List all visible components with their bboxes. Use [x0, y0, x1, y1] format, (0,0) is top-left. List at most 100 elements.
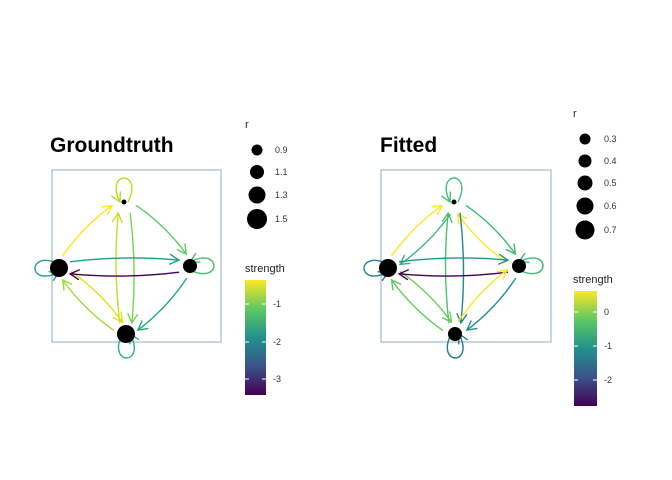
edge-arrowhead	[112, 311, 124, 324]
edge-arrowhead	[136, 320, 149, 331]
panel-groundtruth: Groundtruth r 0.9 1.1 1.3 1.5 strength -…	[34, 119, 288, 395]
node-right	[183, 259, 197, 273]
colorbar	[574, 291, 597, 406]
edge-arrowhead	[441, 211, 453, 223]
self-loop-edge	[518, 257, 544, 275]
size-legend-label: 0.7	[604, 225, 617, 235]
size-legend-title: r	[573, 108, 577, 120]
edge-left-to-right	[69, 257, 179, 263]
edge-arrowhead	[61, 278, 73, 291]
edge-arrowhead	[496, 269, 509, 280]
edge-bottom-to-top	[115, 213, 121, 324]
size-legend-label: 0.4	[604, 156, 617, 166]
edge-bottom-to-left	[62, 279, 115, 332]
node-right	[512, 259, 526, 273]
edge-right-to-bottom	[137, 277, 188, 331]
panel-fitted: Fitted r 0.3 0.4 0.5 0.6 0.7 strength 0	[363, 108, 617, 406]
size-legend-title: r	[245, 119, 249, 131]
size-legend-label: 1.3	[275, 190, 288, 200]
colorbar-label: -2	[273, 337, 281, 347]
node-top	[451, 199, 457, 205]
edge-top-to-right	[135, 204, 187, 255]
size-legend-key	[251, 144, 263, 156]
edge-top-to-right	[465, 204, 516, 255]
edge-bottom-to-left	[391, 279, 444, 332]
size-legend-key	[576, 197, 594, 215]
edge-arrowhead	[456, 212, 468, 225]
self-loop-edge	[34, 259, 60, 277]
size-legend-label: 0.9	[275, 145, 288, 155]
edge-arrowhead	[111, 211, 123, 223]
edge-right-to-left	[399, 271, 509, 277]
node-layer	[50, 199, 197, 343]
colorbar-label: -1	[604, 341, 612, 351]
color-legend-title: strength	[245, 263, 285, 275]
panel-title: Groundtruth	[50, 134, 174, 157]
size-legend-key	[247, 209, 267, 229]
color-legend: strength 0 -1 -2	[573, 274, 613, 406]
colorbar-label: -1	[273, 299, 281, 309]
node-left	[379, 259, 397, 277]
edge-right-to-top	[457, 213, 508, 264]
edge-arrowhead	[169, 253, 181, 265]
size-legend-label: 1.1	[275, 167, 288, 177]
size-legend-key	[579, 133, 591, 145]
edge-right-to-left	[70, 271, 180, 277]
self-loop-edge	[363, 259, 389, 277]
size-legend-key	[250, 165, 264, 179]
edge-arrowhead	[431, 204, 444, 216]
edge-left-to-bottom	[399, 270, 452, 323]
colorbar-label: 0	[604, 307, 609, 317]
network-frame	[51, 169, 222, 343]
edge-arrowhead	[101, 204, 114, 216]
color-legend-title: strength	[573, 274, 613, 286]
edge-arrowhead	[397, 269, 409, 281]
edge-arrowhead	[68, 269, 80, 281]
node-left	[50, 259, 68, 277]
edge-top-to-bottom	[459, 212, 465, 324]
self-loop-edge	[189, 257, 215, 275]
size-legend-key	[578, 154, 592, 168]
edge-left-to-bottom	[70, 270, 123, 323]
edge-arrowhead	[498, 253, 510, 265]
edge-arrowhead	[505, 243, 517, 256]
colorbar	[245, 280, 266, 395]
size-legend-label: 1.5	[275, 214, 288, 224]
edge-arrowhead	[456, 313, 468, 325]
edge-right-to-bottom	[466, 277, 517, 331]
size-legend: r 0.9 1.1 1.3 1.5	[245, 119, 288, 229]
size-legend-label: 0.3	[604, 134, 617, 144]
edge-arrowhead	[111, 191, 122, 204]
size-legend-key	[248, 186, 266, 204]
colorbar-label: -3	[273, 374, 281, 384]
colorbar-label: -2	[604, 375, 612, 385]
edge-arrowhead	[465, 320, 478, 331]
size-legend-key	[577, 175, 593, 191]
edge-arrowhead	[390, 278, 402, 291]
self-loop-edge	[445, 177, 463, 203]
edge-left-to-top	[390, 204, 443, 257]
self-loop-edge	[115, 177, 133, 203]
size-legend-key	[575, 220, 595, 240]
panel-title: Fitted	[380, 134, 437, 157]
edge-arrowhead	[441, 191, 452, 204]
edge-arrowhead	[127, 313, 139, 325]
edge-left-to-top	[61, 205, 113, 257]
color-legend: strength -1 -2 -3	[245, 263, 285, 395]
edge-bottom-to-right	[457, 269, 508, 323]
self-loop-edge	[117, 333, 135, 359]
node-bottom	[448, 327, 462, 341]
edge-arrowhead	[398, 254, 411, 266]
edge-left-to-right	[398, 257, 508, 263]
node-bottom	[117, 325, 135, 343]
node-top	[121, 199, 127, 205]
edge-bottom-to-top	[444, 212, 450, 324]
self-loop-edge	[446, 333, 464, 359]
edge-arrowhead	[176, 243, 188, 256]
size-legend-label: 0.5	[604, 178, 617, 188]
network-frame	[380, 169, 552, 343]
edge-arrowhead	[441, 311, 453, 324]
edge-top-to-bottom	[129, 212, 135, 323]
size-legend: r 0.3 0.4 0.5 0.6 0.7	[573, 108, 617, 240]
